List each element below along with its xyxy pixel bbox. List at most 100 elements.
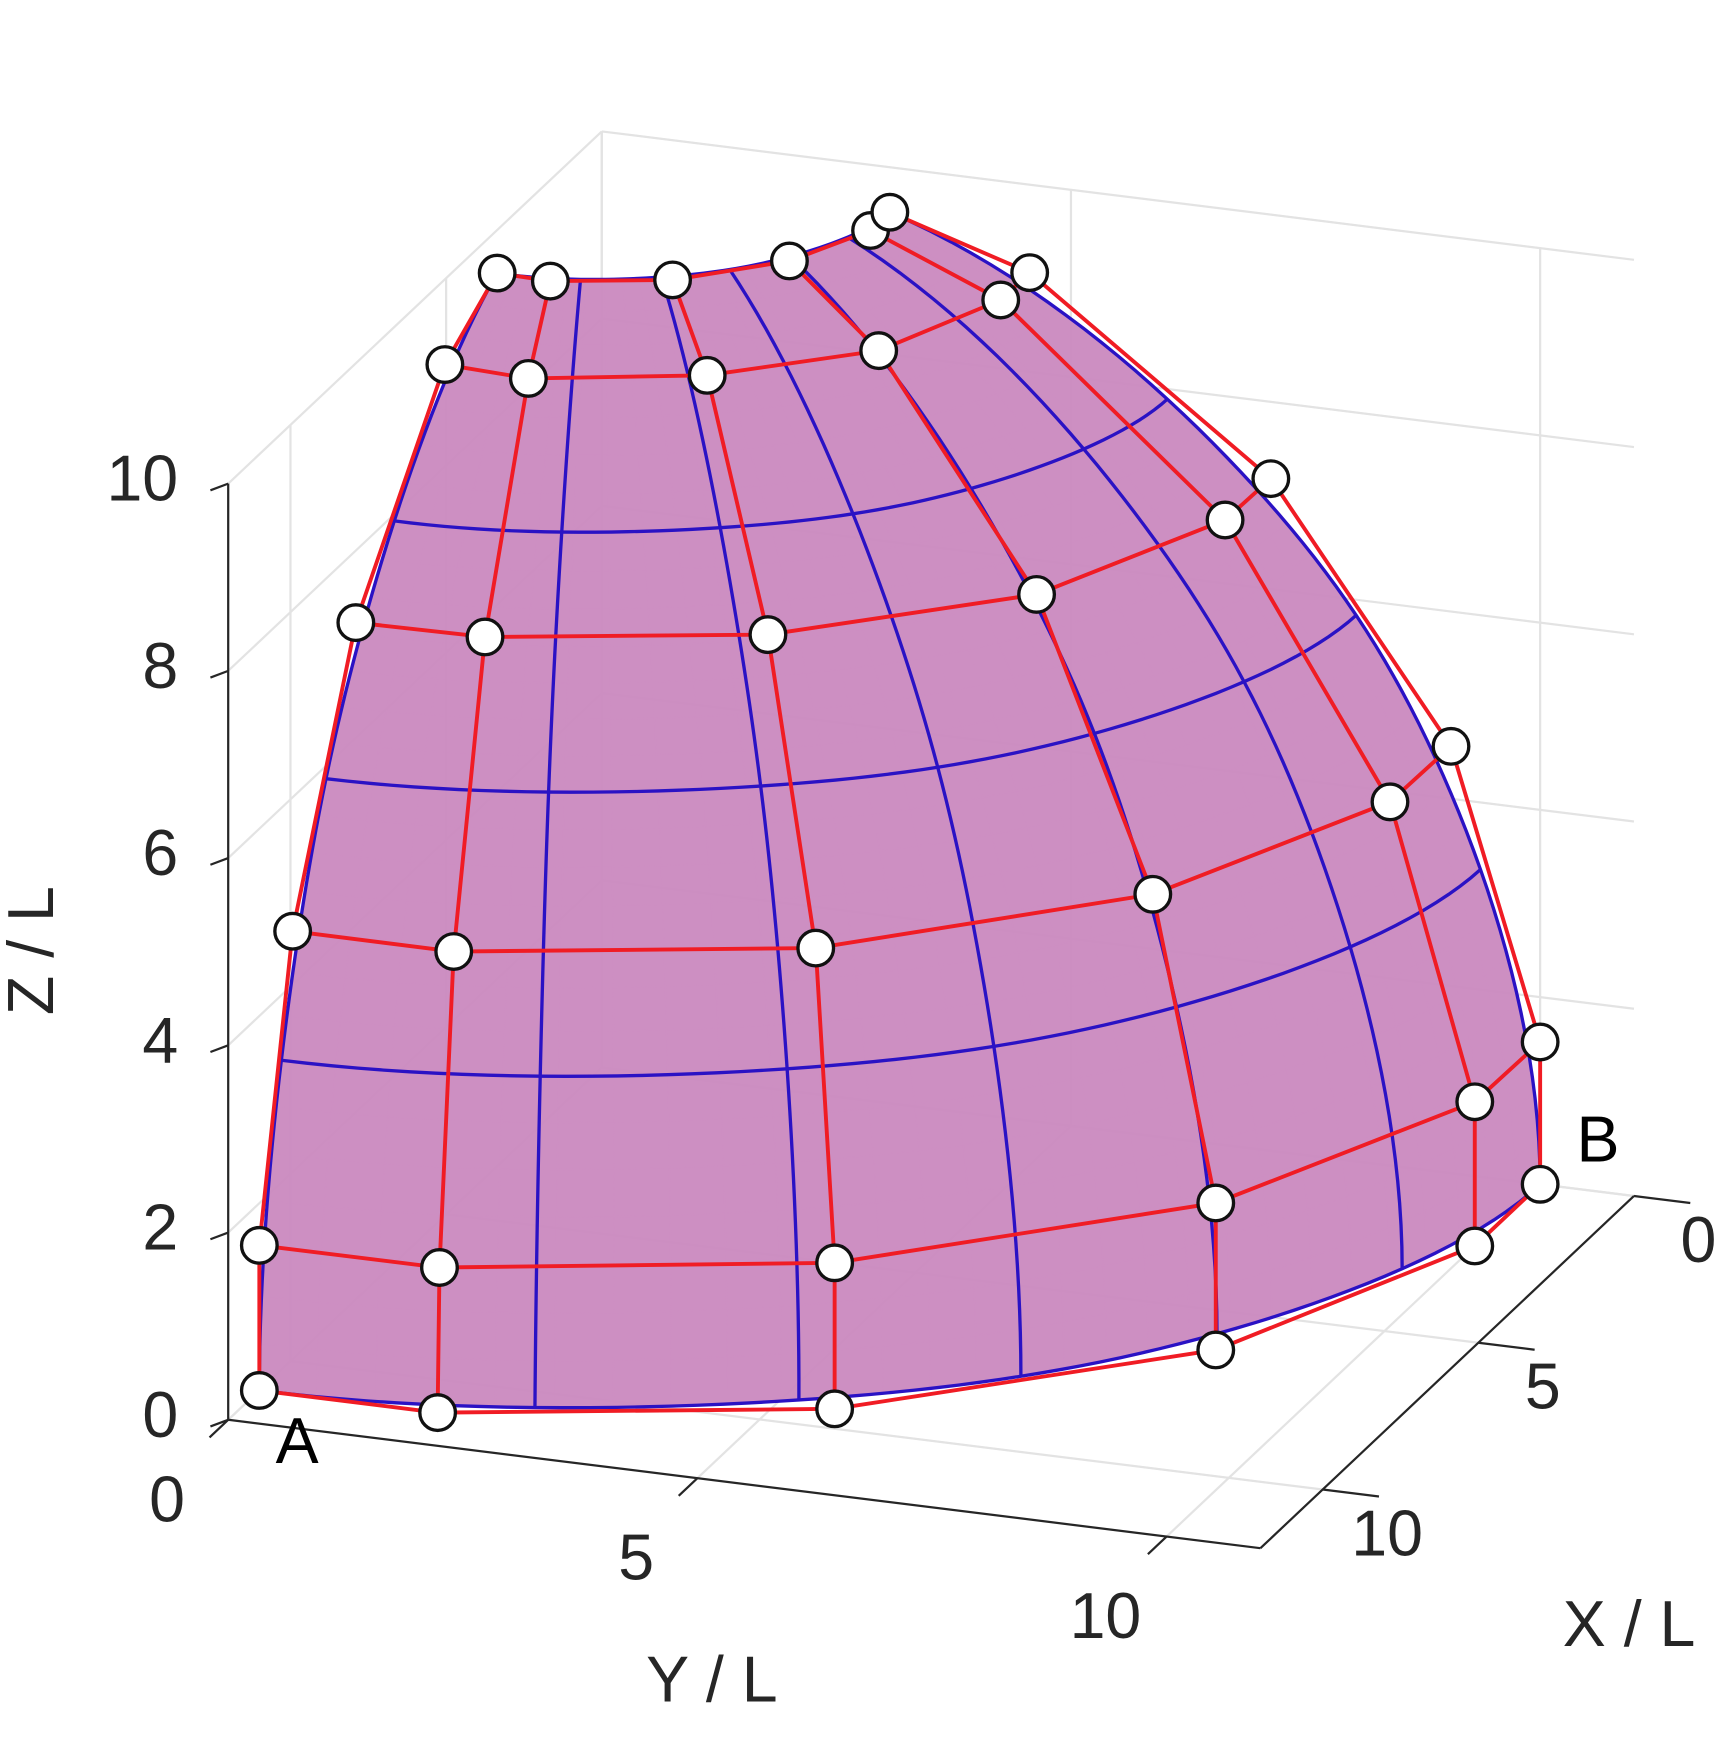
surface-patch [569, 569, 611, 610]
isoline [533, 279, 583, 1408]
control-point [748, 615, 788, 655]
surface-patch [554, 1359, 615, 1409]
surface-patch [609, 607, 652, 647]
surface-patch [555, 1168, 615, 1218]
surface-patch [500, 1074, 560, 1124]
surface-patch [561, 865, 614, 907]
surface-patch [567, 645, 612, 684]
surface-patch [864, 1057, 916, 1110]
surface-patch [604, 310, 630, 346]
surface-patch [1010, 1177, 1059, 1235]
control-point [239, 1225, 279, 1265]
surface-patch [526, 607, 572, 647]
surface-patch [318, 1253, 381, 1308]
surface-patch [610, 753, 659, 793]
control-point [981, 280, 1021, 320]
surface-patch [927, 1286, 977, 1342]
surface-patch [1087, 1113, 1136, 1172]
surface-patch [349, 895, 408, 942]
surface-patch [310, 814, 368, 859]
surface-patch [467, 752, 520, 793]
surface-patch [645, 567, 687, 609]
surface-patch [613, 1214, 672, 1266]
control-point [420, 1248, 459, 1287]
surface-patch [568, 607, 611, 647]
surface-patch [999, 1084, 1049, 1140]
surface-patch [606, 379, 637, 419]
surface-patch [553, 344, 584, 382]
control-point [508, 358, 548, 398]
z-tick-label: 4 [142, 1004, 178, 1076]
surface-patch [669, 1212, 727, 1264]
surface-patch [564, 718, 613, 757]
surface-patch [495, 1311, 557, 1362]
control-point [1251, 459, 1291, 499]
surface-patch [1102, 1255, 1148, 1315]
control-point [1205, 500, 1245, 540]
surface-patch [612, 903, 665, 947]
surface-patch [504, 986, 561, 1032]
surface-patch [831, 1297, 884, 1351]
surface-patch [316, 1349, 378, 1403]
surface-patch [460, 826, 516, 867]
surface-patch [558, 986, 615, 1032]
surface-patch [705, 823, 756, 865]
surface-patch [561, 828, 614, 868]
surface-patch [710, 899, 763, 944]
y-axis-title: Y / L [646, 1643, 777, 1715]
surface-patch [446, 1028, 506, 1077]
surface-patch [653, 715, 701, 756]
x-axis-title: X / L [1563, 1588, 1696, 1660]
surface-patch [637, 452, 674, 494]
surface-patch [335, 1020, 396, 1072]
surface-patch [667, 1118, 725, 1169]
surface-patch [962, 1137, 1012, 1193]
z-tick [210, 1418, 229, 1428]
surface-patch [741, 747, 789, 788]
surface-patch [613, 1262, 672, 1314]
annotation: A [276, 1405, 319, 1477]
surface-patch [613, 1120, 671, 1170]
surface-patch [922, 1191, 973, 1247]
surface-patch [354, 857, 412, 902]
surface-patch [464, 789, 518, 830]
surface-patch [670, 1308, 728, 1360]
surface-patch [612, 1358, 672, 1409]
control-point [273, 911, 313, 951]
z-tick-label: 8 [142, 630, 178, 702]
surface-patch [612, 985, 668, 1032]
y-tick-label: 10 [1070, 1580, 1142, 1652]
surface-patch [885, 883, 934, 930]
surface-patch [424, 714, 478, 755]
control-point [815, 1243, 855, 1283]
surface-patch [951, 1045, 1002, 1099]
surface-patch [753, 857, 804, 901]
isoline [728, 268, 1023, 1377]
grid-line [601, 130, 1635, 261]
surface-patch [529, 569, 573, 610]
surface-patch [881, 1340, 932, 1395]
isoline [846, 235, 1404, 1269]
control-point [1455, 1082, 1495, 1122]
surface-patch [554, 1311, 615, 1362]
surface-patch [611, 790, 661, 830]
surface-patch [275, 1059, 337, 1113]
surface-patch [565, 682, 612, 721]
net-line [788, 259, 1218, 1350]
isoline [659, 276, 801, 1400]
surface-patch [702, 786, 752, 827]
surface-patch [655, 752, 704, 792]
x-tick-label: 10 [1351, 1497, 1423, 1569]
surface-patch [670, 1260, 728, 1312]
surface-patch [390, 1025, 451, 1075]
control-point [1017, 574, 1057, 614]
surface-patch [520, 681, 569, 721]
surface-patch [376, 1306, 438, 1359]
surface-patch [929, 1334, 978, 1390]
surface-patch [574, 454, 610, 495]
z-tick [210, 857, 229, 866]
surface-patch [1093, 1160, 1142, 1219]
surface-patch [496, 1215, 558, 1266]
surface-patch [685, 603, 729, 645]
